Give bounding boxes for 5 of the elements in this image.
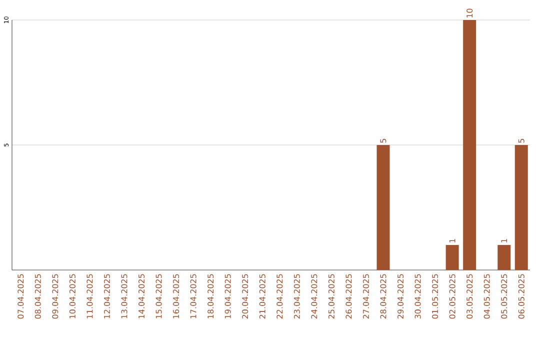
bar (376, 145, 390, 270)
bar (498, 245, 511, 270)
bar (446, 245, 459, 270)
bar (514, 145, 528, 270)
bar (463, 20, 476, 270)
